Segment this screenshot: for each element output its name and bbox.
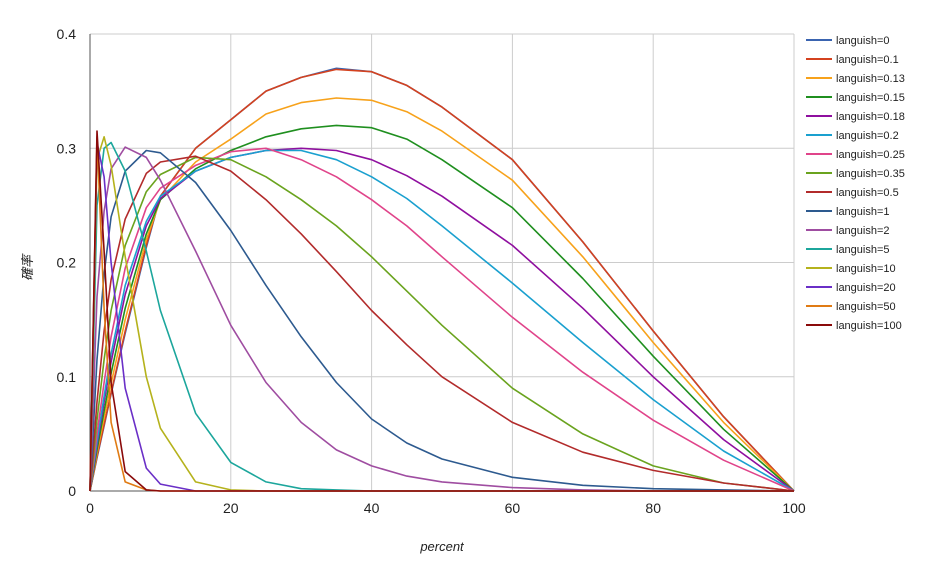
- legend: languish=0 languish=0.1 languish=0.13 langu…: [806, 35, 905, 332]
- x-tick-label: 80: [645, 500, 661, 516]
- x-tick-label: 60: [505, 500, 521, 516]
- legend-label: languish=1: [836, 206, 890, 218]
- x-tick-label: 40: [364, 500, 380, 516]
- legend-label: languish=0.18: [836, 111, 905, 123]
- series-line-languish-100: [89, 130, 794, 492]
- legend-label: languish=50: [836, 301, 896, 313]
- x-tick-label: 100: [782, 500, 806, 516]
- grid: [89, 33, 795, 492]
- x-tick-label: 20: [223, 500, 239, 516]
- series-lines: [89, 67, 795, 492]
- y-axis-title: 確率: [20, 253, 35, 281]
- legend-label: languish=0.5: [836, 187, 899, 199]
- series-line-languish-1: [89, 149, 795, 492]
- legend-label: languish=0.13: [836, 73, 905, 85]
- legend-label: languish=10: [836, 263, 896, 275]
- legend-label: languish=5: [836, 244, 890, 256]
- series-line-languish-0-18: [89, 147, 795, 492]
- legend-label: languish=0: [836, 35, 890, 47]
- legend-label: languish=20: [836, 282, 896, 294]
- y-tick-label: 0: [68, 483, 76, 499]
- legend-label: languish=2: [836, 225, 890, 237]
- tick-labels: 0 20 40 60 80 100 0 0.1 0.2 0.3 0.4: [57, 26, 806, 516]
- legend-label: languish=0.25: [836, 149, 905, 161]
- legend-label: languish=0.1: [836, 54, 899, 66]
- series-line-languish-0-15: [89, 124, 795, 492]
- series-line-languish-0-35: [89, 156, 795, 492]
- legend-label: languish=0.35: [836, 168, 905, 180]
- legend-label: languish=0.15: [836, 92, 905, 104]
- series-line-languish-0-2: [89, 149, 795, 492]
- y-tick-label: 0.4: [57, 26, 77, 42]
- legend-label: languish=0.2: [836, 130, 899, 142]
- series-line-languish-0-13: [89, 97, 795, 492]
- series-line-languish-2: [89, 146, 794, 492]
- y-tick-label: 0.3: [57, 140, 77, 156]
- series-line-languish-0-5: [89, 155, 795, 492]
- series-line-languish-0-1: [89, 68, 795, 492]
- legend-label: languish=100: [836, 320, 902, 332]
- y-tick-label: 0.2: [57, 255, 77, 271]
- series-line-languish-0-25: [89, 147, 795, 492]
- x-axis-title: percent: [419, 539, 465, 554]
- x-tick-label: 0: [86, 500, 94, 516]
- y-tick-label: 0.1: [57, 369, 77, 385]
